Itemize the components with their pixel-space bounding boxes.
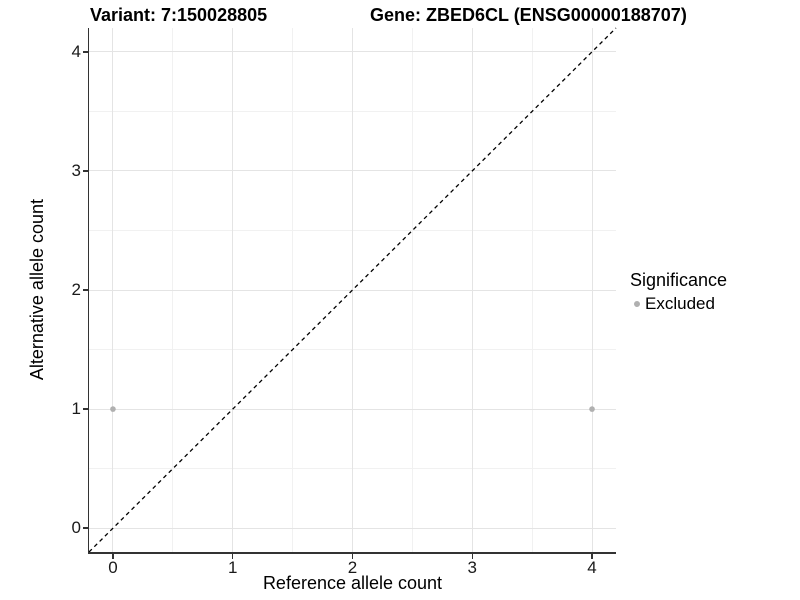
y-axis-title-text: Alternative allele count	[26, 199, 47, 381]
plot-panel	[88, 27, 617, 553]
data-point	[110, 406, 116, 412]
gridline-y-major	[89, 170, 616, 172]
legend-title: Significance	[630, 270, 728, 290]
x-tick-mark	[231, 553, 234, 559]
y-axis-line	[87, 28, 89, 554]
x-tick-label: 2	[347, 558, 358, 577]
y-axis-title: Alternative allele count	[20, 28, 54, 552]
panel-svg	[88, 27, 617, 553]
x-tick-mark	[112, 553, 114, 559]
y-tick-label: 0	[71, 518, 81, 538]
y-tick-label: 3	[71, 160, 81, 180]
y-tick-label: 2	[71, 280, 81, 299]
legend-item-label: Excluded	[645, 294, 715, 313]
y-tick-mark	[82, 527, 88, 529]
y-tick-mark	[82, 170, 88, 172]
legend: Significance Excluded	[630, 270, 727, 314]
excluded-point-marker-icon	[634, 301, 640, 307]
legend-item-excluded: Excluded	[634, 294, 727, 314]
x-tick-label: 3	[467, 558, 477, 577]
x-tick-mark	[471, 553, 474, 559]
y-tick-label: 4	[71, 41, 81, 61]
y-tick-mark	[82, 408, 88, 410]
x-axis-line	[87, 552, 616, 554]
gene-title: Gene: ZBED6CL (ENSG00000188707)	[370, 5, 687, 25]
gridline-y-major	[89, 289, 616, 291]
data-point	[589, 406, 595, 412]
x-tick-label: 4	[587, 558, 597, 577]
y-tick-mark	[82, 289, 88, 291]
gridline-y-major	[89, 527, 616, 529]
x-tick-mark	[591, 553, 593, 559]
x-axis-title: Reference allele count	[262, 573, 443, 593]
x-tick-label: 1	[227, 558, 238, 577]
variant-title: Variant: 7:150028805	[90, 5, 268, 25]
gridline-y-major	[89, 408, 616, 410]
y-tick-mark	[82, 51, 88, 53]
x-tick-label: 0	[108, 558, 118, 577]
x-tick-mark	[351, 553, 354, 559]
identity-dashed-line	[88, 27, 617, 553]
y-tick-label: 1	[71, 399, 81, 419]
gridline-y-major	[89, 51, 616, 53]
